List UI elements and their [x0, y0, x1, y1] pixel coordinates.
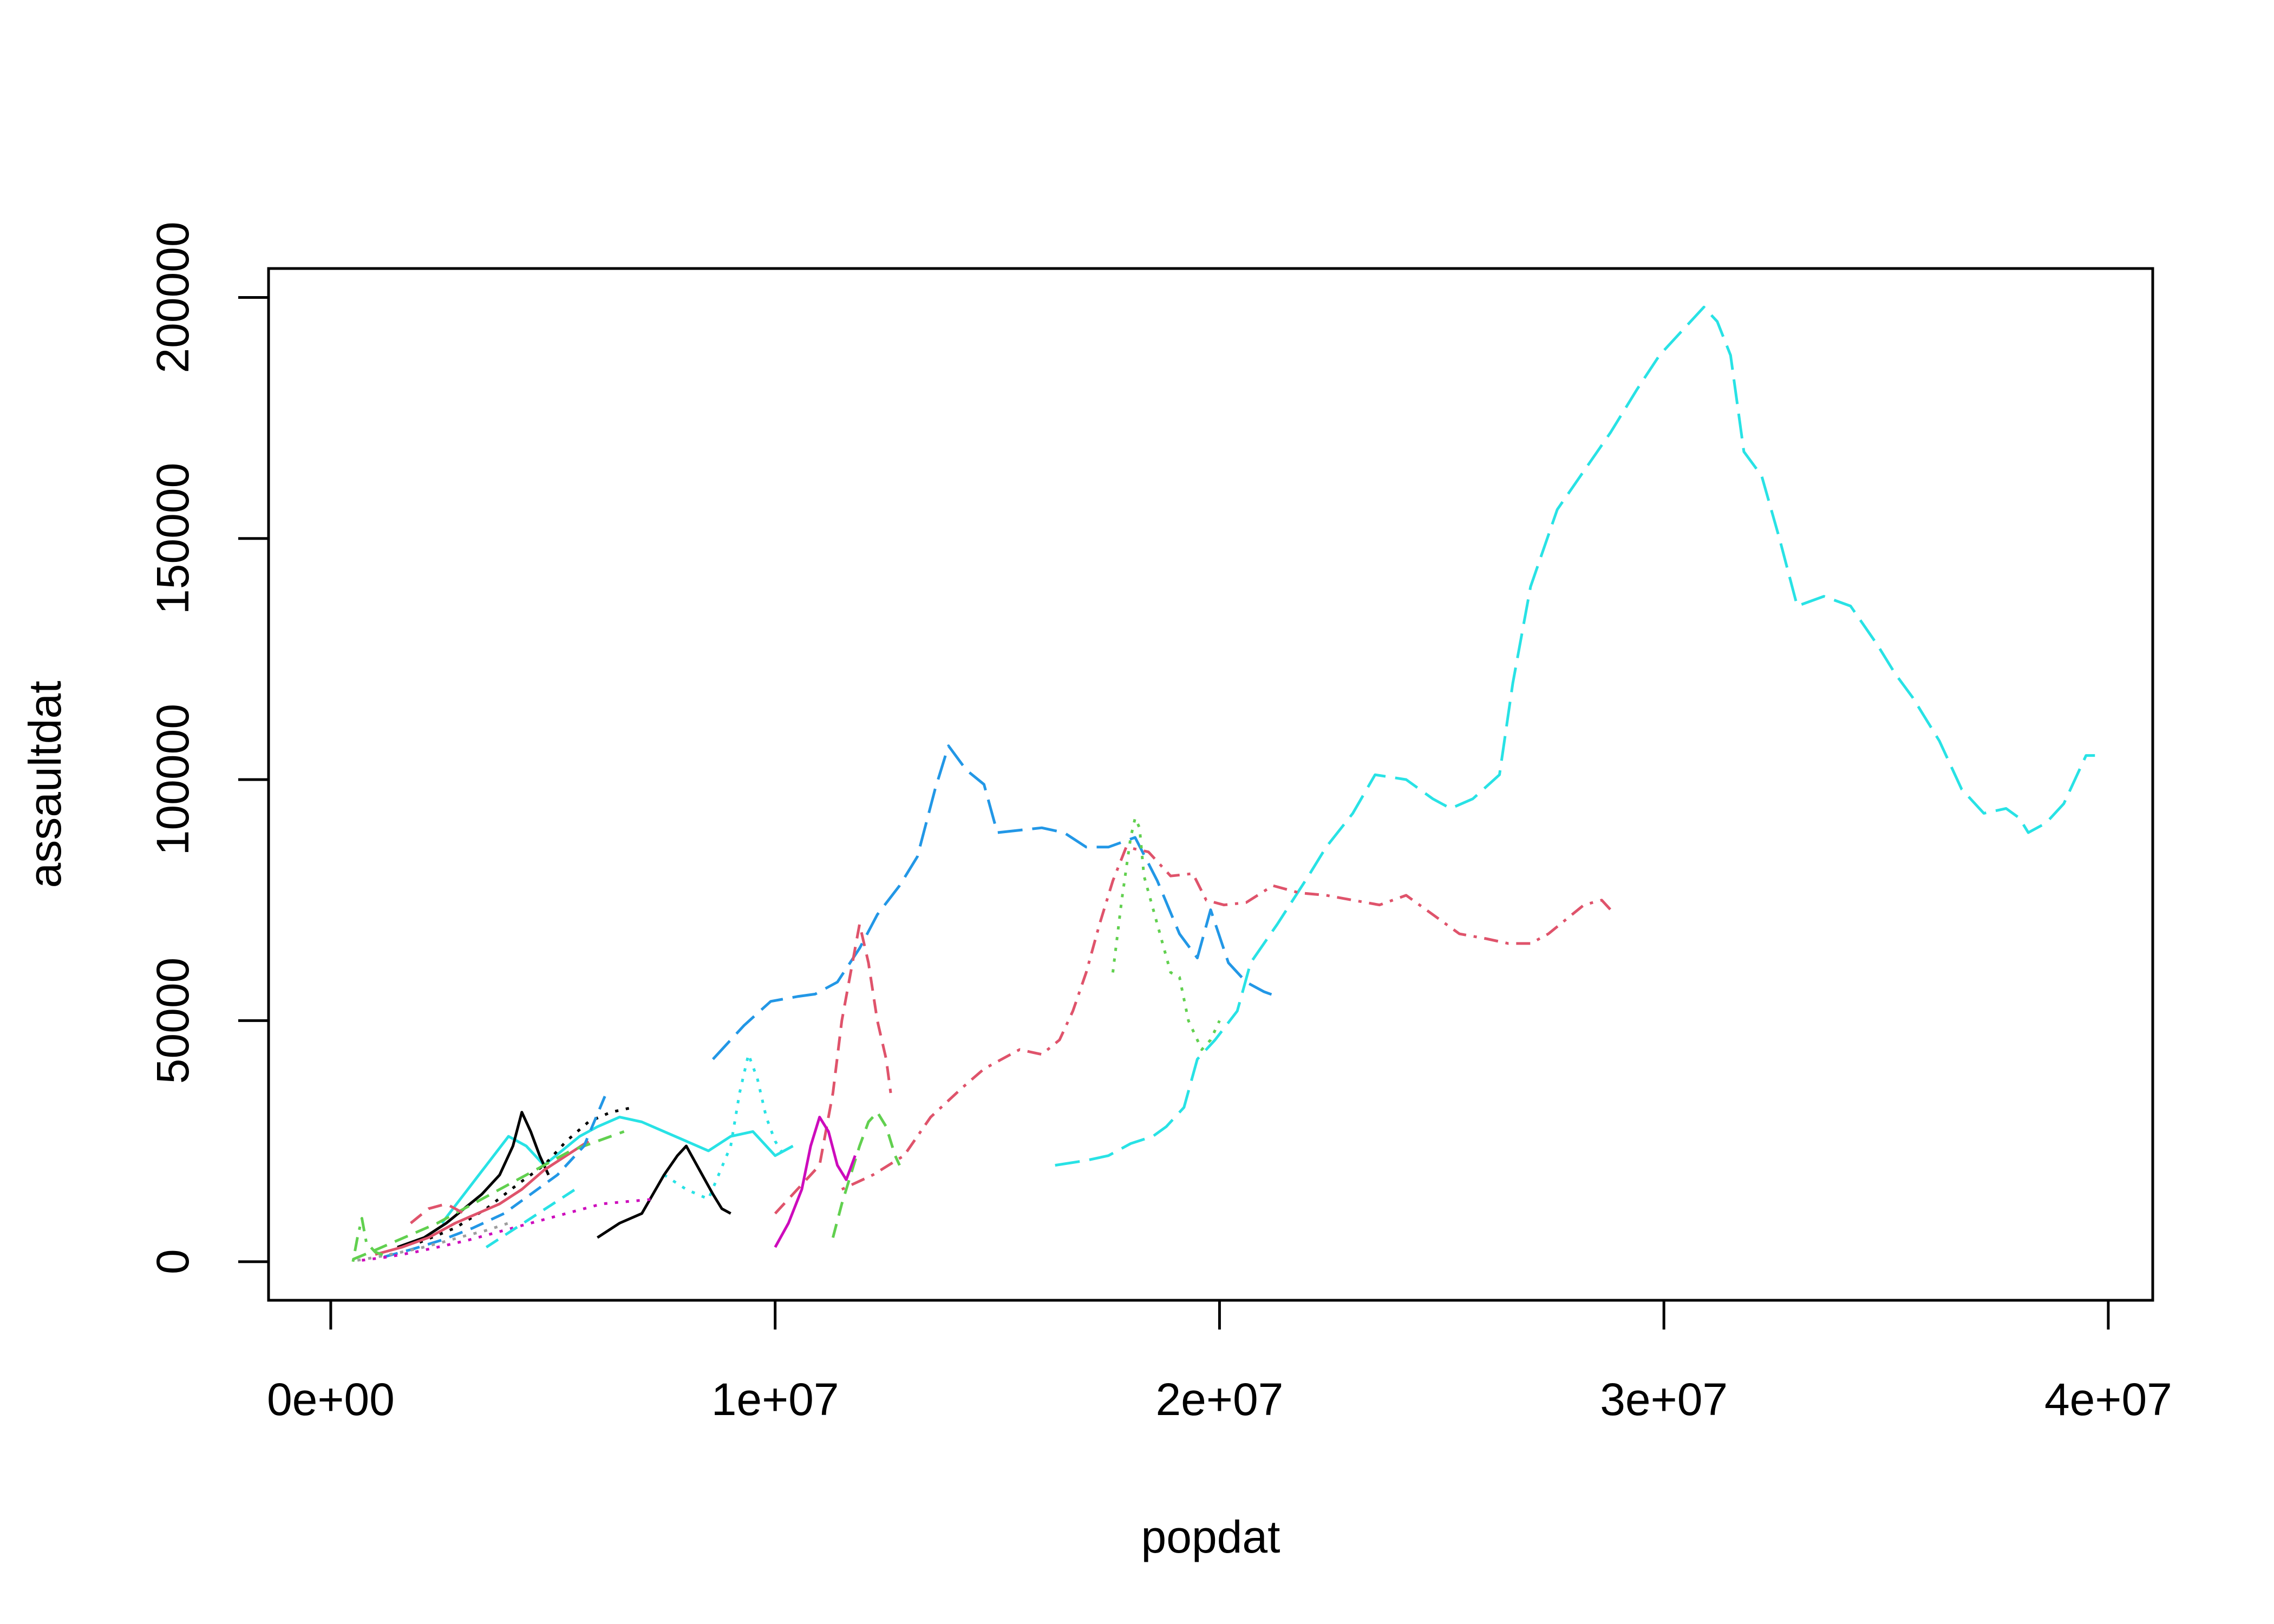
x-tick-label: 2e+07 — [1155, 1374, 1283, 1425]
series-line-13 — [375, 1140, 590, 1256]
series-line-1 — [1055, 305, 2095, 1167]
series-line-9 — [597, 1144, 731, 1239]
y-tick-label: 100000 — [147, 704, 198, 855]
series-line-18 — [351, 1217, 389, 1262]
series-line-17 — [362, 1197, 656, 1262]
series-line-3 — [841, 846, 1612, 1191]
y-axis: 0 50000 100000 150000 200000 — [147, 221, 270, 1274]
series-line-8 — [774, 1116, 857, 1248]
x-tick-label: 4e+07 — [2044, 1374, 2172, 1425]
x-tick-label: 0e+00 — [267, 1374, 395, 1425]
y-tick-label: 200000 — [147, 221, 198, 373]
y-axis-title: assaultdat — [19, 681, 70, 888]
series-line-19 — [410, 1202, 465, 1224]
series-line-12 — [397, 1111, 550, 1249]
series-layer — [351, 305, 2095, 1262]
series-line-20 — [485, 1188, 576, 1249]
y-tick-label: 0 — [147, 1249, 198, 1274]
series-line-2 — [711, 744, 1278, 1060]
x-tick-label: 3e+07 — [1600, 1374, 1728, 1425]
series-line-6 — [831, 1111, 901, 1238]
series-line-5 — [1111, 816, 1221, 1051]
y-tick-label: 150000 — [147, 463, 198, 614]
series-line-16 — [357, 1222, 509, 1262]
series-line-14 — [352, 1130, 625, 1261]
y-tick-label: 50000 — [147, 958, 198, 1084]
series-line-10 — [441, 1116, 794, 1224]
x-axis: 0e+00 1e+07 2e+07 3e+07 4e+07 — [267, 1299, 2172, 1425]
series-line-4 — [774, 922, 892, 1215]
x-axis-title: popdat — [1141, 1511, 1280, 1562]
x-tick-label: 1e+07 — [711, 1374, 839, 1425]
